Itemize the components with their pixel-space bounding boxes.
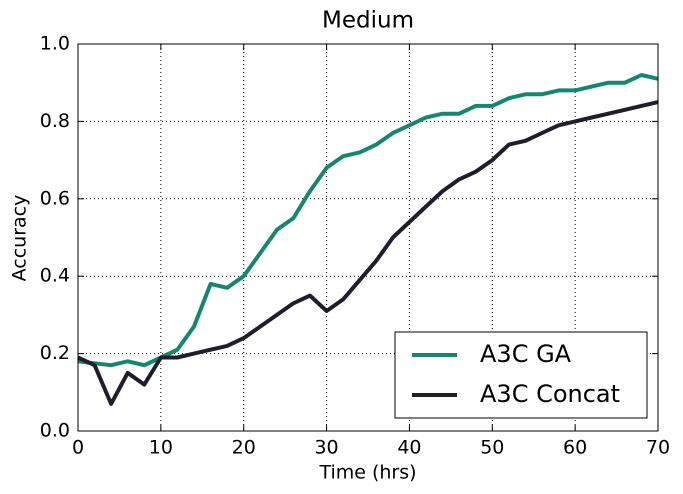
legend-label: A3C GA [480,340,572,368]
x-tick-label: 10 [149,437,173,459]
x-axis-label: Time (hrs) [318,462,416,484]
x-tick-label: 50 [480,437,504,459]
y-tick-label: 1.0 [40,33,70,55]
chart-title: Medium [322,8,414,34]
x-tick-label: 40 [397,437,421,459]
y-tick-label: 0.8 [40,110,70,132]
y-axis-label: Accuracy [9,195,31,282]
x-tick-label: 70 [646,437,670,459]
y-tick-label: 0.6 [40,187,70,209]
y-tick-label: 0.0 [40,420,70,442]
data-line [77,73,659,368]
plot-frame [77,43,659,432]
data-line [77,100,659,406]
y-tick-label: 0.4 [40,265,70,287]
legend-label: A3C Concat [480,380,620,408]
legend-box [394,331,648,419]
y-tick-label: 0.2 [40,342,70,364]
x-tick-label: 30 [314,437,338,459]
x-tick-label: 0 [72,437,84,459]
x-tick-label: 60 [563,437,587,459]
legend: A3C GA A3C Concat [394,331,648,419]
x-tick-label: 20 [232,437,256,459]
